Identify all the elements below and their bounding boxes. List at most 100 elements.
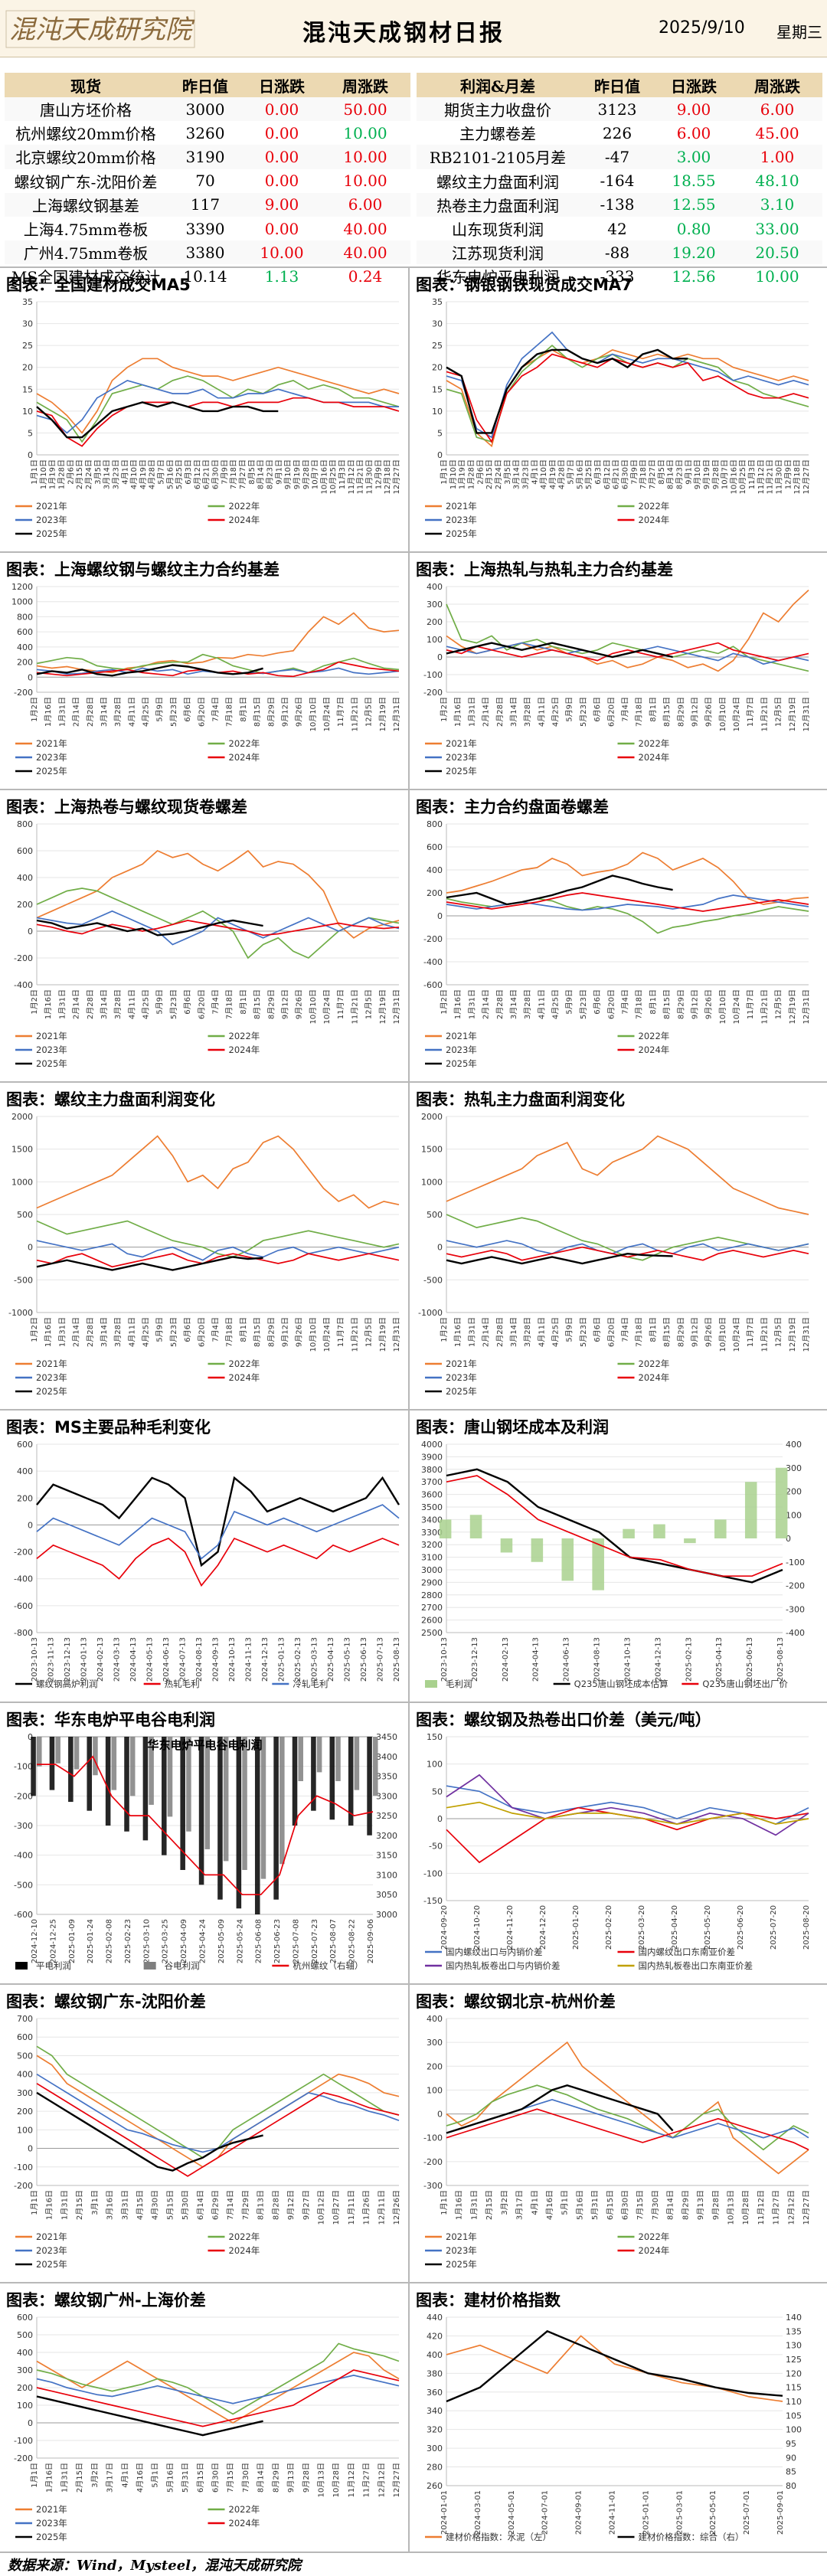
x-tick-label: 2025-06-13 (360, 1637, 368, 1682)
bar-mark (531, 1538, 544, 1562)
legend-label: 2021年 (36, 501, 67, 512)
legend-label: 2023年 (36, 1372, 67, 1383)
legend-label: 2025年 (446, 528, 477, 539)
y-tick-label: 100 (427, 2085, 443, 2095)
series-line (37, 1755, 374, 1896)
y-tick-label: 200 (17, 900, 33, 910)
legend-label: 2023年 (446, 2245, 477, 2256)
chart-title: 图表：唐山钢坯成本及利润 (416, 1418, 609, 1437)
y-tick-label: -200 (14, 2453, 33, 2463)
chart-svg: 260 280 300 320 340 360 380 400 420 440 80 85 90 95 10… (425, 2313, 802, 2542)
y-tick-label: -1000 (418, 1308, 443, 1318)
x-tick-label: 10月10日 (718, 1317, 727, 1352)
x-tick-label: 8月15日 (253, 989, 262, 1019)
y-tick-label: 2700 (421, 1603, 443, 1613)
legend-label: 冷轧毛利 (293, 1679, 328, 1689)
x-tick-label: 4月28日 (148, 459, 157, 489)
x-tick-label: 2024-11-01 (609, 2490, 617, 2535)
grid-divider (0, 1702, 827, 1703)
legend-label: 2022年 (639, 1031, 670, 1041)
cell-value: 3123 (579, 97, 655, 122)
x-tick-label: 7月18日 (639, 459, 648, 489)
x-tick-label: 6月30日 (621, 2190, 630, 2220)
legend-label: 建材价格指数：综合（右） (639, 2532, 744, 2542)
x-tick-label: 10月10日 (718, 697, 727, 731)
y-tick-label: 3700 (421, 1477, 443, 1487)
x-tick-label: 2023-10-13 (31, 1637, 39, 1682)
x-tick-label: 11月21日 (350, 989, 359, 1024)
legend-label: 2024年 (639, 2245, 670, 2256)
report-date: 2025/9/10 (659, 18, 745, 38)
y-tick-label: 20 (432, 363, 443, 373)
series-line (446, 2329, 783, 2403)
y2-tick-label: 3050 (376, 1890, 397, 1900)
x-tick-label: 12月11日 (377, 2190, 386, 2225)
legend-label: 2025年 (446, 1386, 477, 1397)
x-tick-label: 5月23日 (579, 989, 588, 1019)
x-tick-label: 3月2日 (500, 2190, 509, 2215)
x-tick-label: 3月14日 (103, 459, 112, 489)
x-tick-label: 5月23日 (169, 1317, 178, 1347)
y2-tick-label: 105 (786, 2411, 802, 2421)
series-line (36, 1537, 400, 1587)
x-tick-label: 6月15日 (606, 2190, 615, 2220)
x-tick-label: 2月24日 (494, 459, 503, 489)
cell-value: 12.56 (672, 266, 716, 286)
x-tick-label: 2025-02-08 (106, 1919, 114, 1963)
x-tick-label: 12月5日 (364, 1317, 374, 1347)
x-tick-label: 2月28日 (495, 697, 505, 727)
x-tick-label: 3月14日 (509, 989, 518, 1019)
y-tick-label: 3200 (421, 1540, 443, 1550)
table-row: 杭州螺纹20mm价格 3260 0.00 10.00 (5, 121, 410, 145)
chart-title: 图表：热轧主力盘面利润变化 (416, 1090, 625, 1109)
bar-mark (311, 1737, 316, 1811)
cell-value: -88 (579, 240, 655, 265)
y-tick-label: -100 (14, 2436, 33, 2446)
chart-panel: 0 5 10 15 20 25 30 35 1月1日 1月10日 1月19日 1月28日 2月6日 2月1… (0, 296, 408, 550)
bar-mark (142, 1737, 149, 1841)
x-tick-label: 4月10日 (539, 459, 548, 489)
y-tick-label: 30 (432, 319, 443, 329)
x-tick-label: 10月16日 (729, 459, 738, 494)
bar-mark (236, 1737, 242, 1909)
x-tick-label: 3月28日 (113, 697, 123, 727)
x-tick-label: 11月12日 (347, 2463, 356, 2497)
legend-label: 国内螺纹出口与内销价差 (446, 1947, 543, 1957)
chart-panel: -1000 -500 0 500 1000 1500 2000 1月2日 1月16日 1月31日 2… (410, 1110, 818, 1407)
series-line (36, 2083, 400, 2177)
legend-label: 螺纹钢高炉利润 (36, 1679, 98, 1689)
bar-mark (348, 1737, 354, 1826)
series-line (36, 1220, 400, 1258)
x-tick-label: 6月20日 (606, 697, 616, 727)
x-tick-label: 2025-02-23 (124, 1919, 132, 1963)
y-tick-label: -600 (14, 1601, 33, 1611)
cell-value: 48.10 (755, 172, 799, 191)
x-tick-label: 8月1日 (239, 697, 248, 722)
table-row: 山东现货利润 42 0.80 33.00 (417, 217, 822, 240)
x-tick-label: 2025-07-13 (377, 1637, 385, 1682)
grid-divider (0, 1081, 827, 1083)
legend-label: 2023年 (446, 515, 477, 525)
x-tick-label: 4月28日 (557, 459, 567, 489)
x-tick-label: 2月28日 (495, 1317, 505, 1347)
x-tick-label: 2025-04-24 (199, 1919, 208, 1963)
y-tick-label: 30 (22, 319, 33, 329)
x-tick-label: 7月9日 (629, 459, 639, 485)
bar-mark (186, 1737, 191, 1832)
chart-svg: -200 -100 0 100 200 300 400 500 600 700 1月1日 1月16日 1… (14, 2014, 401, 2270)
legend-label: 2021年 (446, 501, 477, 512)
y2-tick-label: -400 (786, 1628, 805, 1638)
svg-text:混沌天成研究院: 混沌天成研究院 (9, 15, 195, 45)
x-tick-label: 11月12日 (347, 459, 356, 494)
y2-tick-label: 3350 (376, 1772, 397, 1782)
x-tick-label: 2025-02-13 (685, 1637, 693, 1682)
x-tick-label: 2024-10-13 (228, 1637, 237, 1682)
y-tick-label: 500 (17, 1210, 33, 1220)
y-tick-label: -200 (14, 953, 33, 963)
x-tick-label: 2024-12-20 (539, 1905, 548, 1950)
y-tick-label: -400 (423, 957, 443, 967)
x-tick-label: 8月14日 (666, 459, 675, 489)
bar-mark (373, 1737, 378, 1796)
x-tick-label: 8月29日 (266, 989, 276, 1019)
series-line (36, 397, 400, 447)
